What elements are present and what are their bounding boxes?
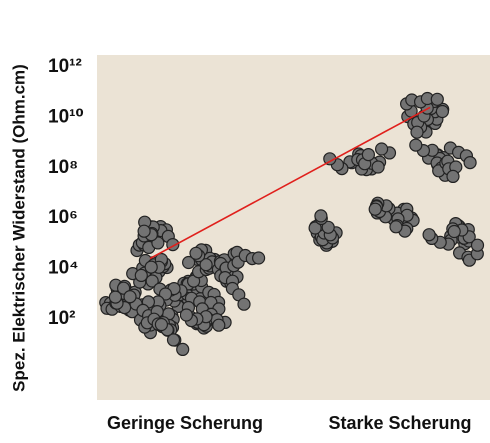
particle — [447, 170, 459, 182]
y-tick-label: 10² — [48, 308, 75, 329]
particle — [135, 269, 147, 281]
particle — [155, 319, 167, 331]
particle — [177, 343, 189, 355]
particle — [431, 93, 443, 105]
particle — [448, 226, 460, 238]
particle — [411, 126, 423, 138]
particle — [180, 309, 192, 321]
particle — [464, 157, 476, 169]
particle — [315, 210, 327, 222]
particle — [410, 139, 422, 151]
particle — [390, 221, 402, 233]
particle — [145, 261, 157, 273]
chart: Spez. Elektrischer Widerstand (Ohm.cm) 1… — [0, 0, 490, 438]
x-tick-label: Starke Scherung — [328, 413, 471, 433]
particle — [376, 143, 388, 155]
particle — [213, 319, 225, 331]
particle — [124, 291, 136, 303]
particle — [190, 247, 202, 259]
particle — [436, 106, 448, 118]
particle — [372, 161, 384, 173]
particle — [472, 239, 484, 251]
x-tick-label: Geringe Scherung — [107, 413, 263, 433]
y-tick-label: 10⁸ — [48, 157, 78, 178]
particle — [138, 225, 150, 237]
particle — [253, 252, 265, 264]
y-tick-label: 10⁴ — [48, 258, 79, 279]
y-axis-label: Spez. Elektrischer Widerstand (Ohm.cm) — [9, 64, 28, 392]
particle — [362, 149, 374, 161]
particle — [238, 298, 250, 310]
particle — [369, 203, 381, 215]
y-tick-label: 10¹² — [48, 56, 82, 77]
y-tick-label: 10¹⁰ — [48, 106, 84, 127]
y-tick-label: 10⁶ — [48, 207, 78, 228]
particle — [423, 229, 435, 241]
